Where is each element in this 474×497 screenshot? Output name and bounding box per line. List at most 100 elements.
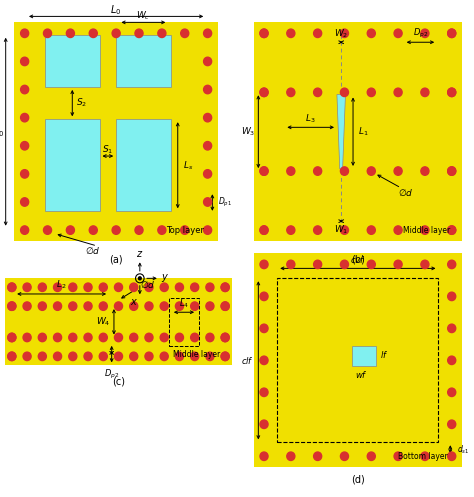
Circle shape — [84, 283, 92, 291]
Circle shape — [38, 333, 46, 342]
Circle shape — [38, 352, 46, 361]
Text: Bottom layer: Bottom layer — [399, 452, 448, 461]
Circle shape — [191, 302, 199, 310]
Circle shape — [447, 356, 456, 365]
Circle shape — [89, 226, 97, 234]
Text: $W_2$: $W_2$ — [334, 27, 348, 40]
Circle shape — [421, 226, 429, 234]
Text: (c): (c) — [112, 376, 125, 386]
Circle shape — [447, 452, 456, 460]
Circle shape — [38, 283, 46, 291]
Text: $D_{p2}$: $D_{p2}$ — [413, 27, 428, 40]
Circle shape — [421, 88, 429, 96]
Circle shape — [66, 29, 74, 37]
Circle shape — [160, 333, 168, 342]
Circle shape — [114, 333, 122, 342]
Circle shape — [114, 283, 122, 291]
Circle shape — [287, 226, 295, 234]
Circle shape — [175, 302, 183, 310]
Text: $W_0$: $W_0$ — [0, 125, 5, 139]
Polygon shape — [337, 94, 346, 169]
Circle shape — [447, 167, 456, 175]
Circle shape — [8, 302, 16, 310]
Circle shape — [203, 226, 211, 234]
Circle shape — [175, 352, 183, 361]
Circle shape — [447, 324, 456, 332]
Circle shape — [260, 292, 268, 301]
Circle shape — [145, 302, 153, 310]
Circle shape — [394, 260, 402, 268]
Circle shape — [203, 85, 211, 94]
Circle shape — [84, 352, 92, 361]
Circle shape — [260, 356, 268, 365]
Circle shape — [99, 352, 107, 361]
Circle shape — [314, 167, 322, 175]
Circle shape — [367, 260, 375, 268]
Circle shape — [367, 452, 375, 460]
Circle shape — [447, 226, 456, 234]
Circle shape — [421, 260, 429, 268]
Circle shape — [260, 88, 268, 96]
Circle shape — [145, 283, 153, 291]
Text: $clf$: $clf$ — [241, 355, 255, 366]
Text: Top layer: Top layer — [166, 226, 204, 235]
Circle shape — [158, 29, 166, 37]
Circle shape — [367, 226, 375, 234]
Text: $L_0$: $L_0$ — [110, 3, 122, 17]
Text: $S_2$: $S_2$ — [76, 97, 87, 109]
Circle shape — [221, 333, 229, 342]
Circle shape — [99, 333, 107, 342]
Circle shape — [447, 388, 456, 397]
Circle shape — [221, 302, 229, 310]
Circle shape — [8, 333, 16, 342]
Text: (a): (a) — [109, 255, 123, 265]
Text: $L_3$: $L_3$ — [305, 112, 316, 125]
Circle shape — [89, 29, 97, 37]
Circle shape — [287, 29, 295, 37]
Text: Middle layer: Middle layer — [173, 350, 220, 359]
Circle shape — [21, 226, 28, 234]
Circle shape — [175, 283, 183, 291]
Circle shape — [340, 167, 348, 175]
Circle shape — [21, 57, 28, 66]
Circle shape — [260, 167, 268, 175]
Circle shape — [367, 29, 375, 37]
Circle shape — [191, 283, 199, 291]
Circle shape — [447, 226, 456, 234]
Circle shape — [340, 452, 348, 460]
Text: $\varnothing d$: $\varnothing d$ — [140, 279, 156, 290]
Circle shape — [203, 57, 211, 66]
Circle shape — [447, 260, 456, 268]
Circle shape — [340, 260, 348, 268]
Text: $lf$: $lf$ — [380, 348, 389, 359]
Text: $L_4$: $L_4$ — [179, 297, 189, 310]
Circle shape — [135, 29, 143, 37]
Circle shape — [69, 352, 77, 361]
Bar — [116, 35, 171, 87]
Text: (d): (d) — [351, 475, 365, 485]
Circle shape — [260, 88, 268, 96]
Circle shape — [130, 283, 138, 291]
Text: $W_1$: $W_1$ — [334, 224, 348, 237]
Circle shape — [23, 283, 31, 291]
Text: Middle layer: Middle layer — [403, 226, 450, 235]
Circle shape — [99, 302, 107, 310]
Circle shape — [260, 452, 268, 460]
Circle shape — [8, 283, 16, 291]
Circle shape — [23, 333, 31, 342]
Circle shape — [314, 260, 322, 268]
Circle shape — [8, 352, 16, 361]
Circle shape — [314, 29, 322, 37]
Circle shape — [221, 283, 229, 291]
Circle shape — [203, 198, 211, 206]
Text: $L_2$: $L_2$ — [56, 279, 67, 291]
Circle shape — [447, 292, 456, 301]
Circle shape — [69, 283, 77, 291]
Circle shape — [260, 29, 268, 37]
Circle shape — [314, 452, 322, 460]
Circle shape — [54, 333, 62, 342]
Circle shape — [287, 88, 295, 96]
Text: $L_1$: $L_1$ — [358, 125, 369, 138]
Circle shape — [260, 260, 268, 268]
Bar — [116, 119, 171, 211]
